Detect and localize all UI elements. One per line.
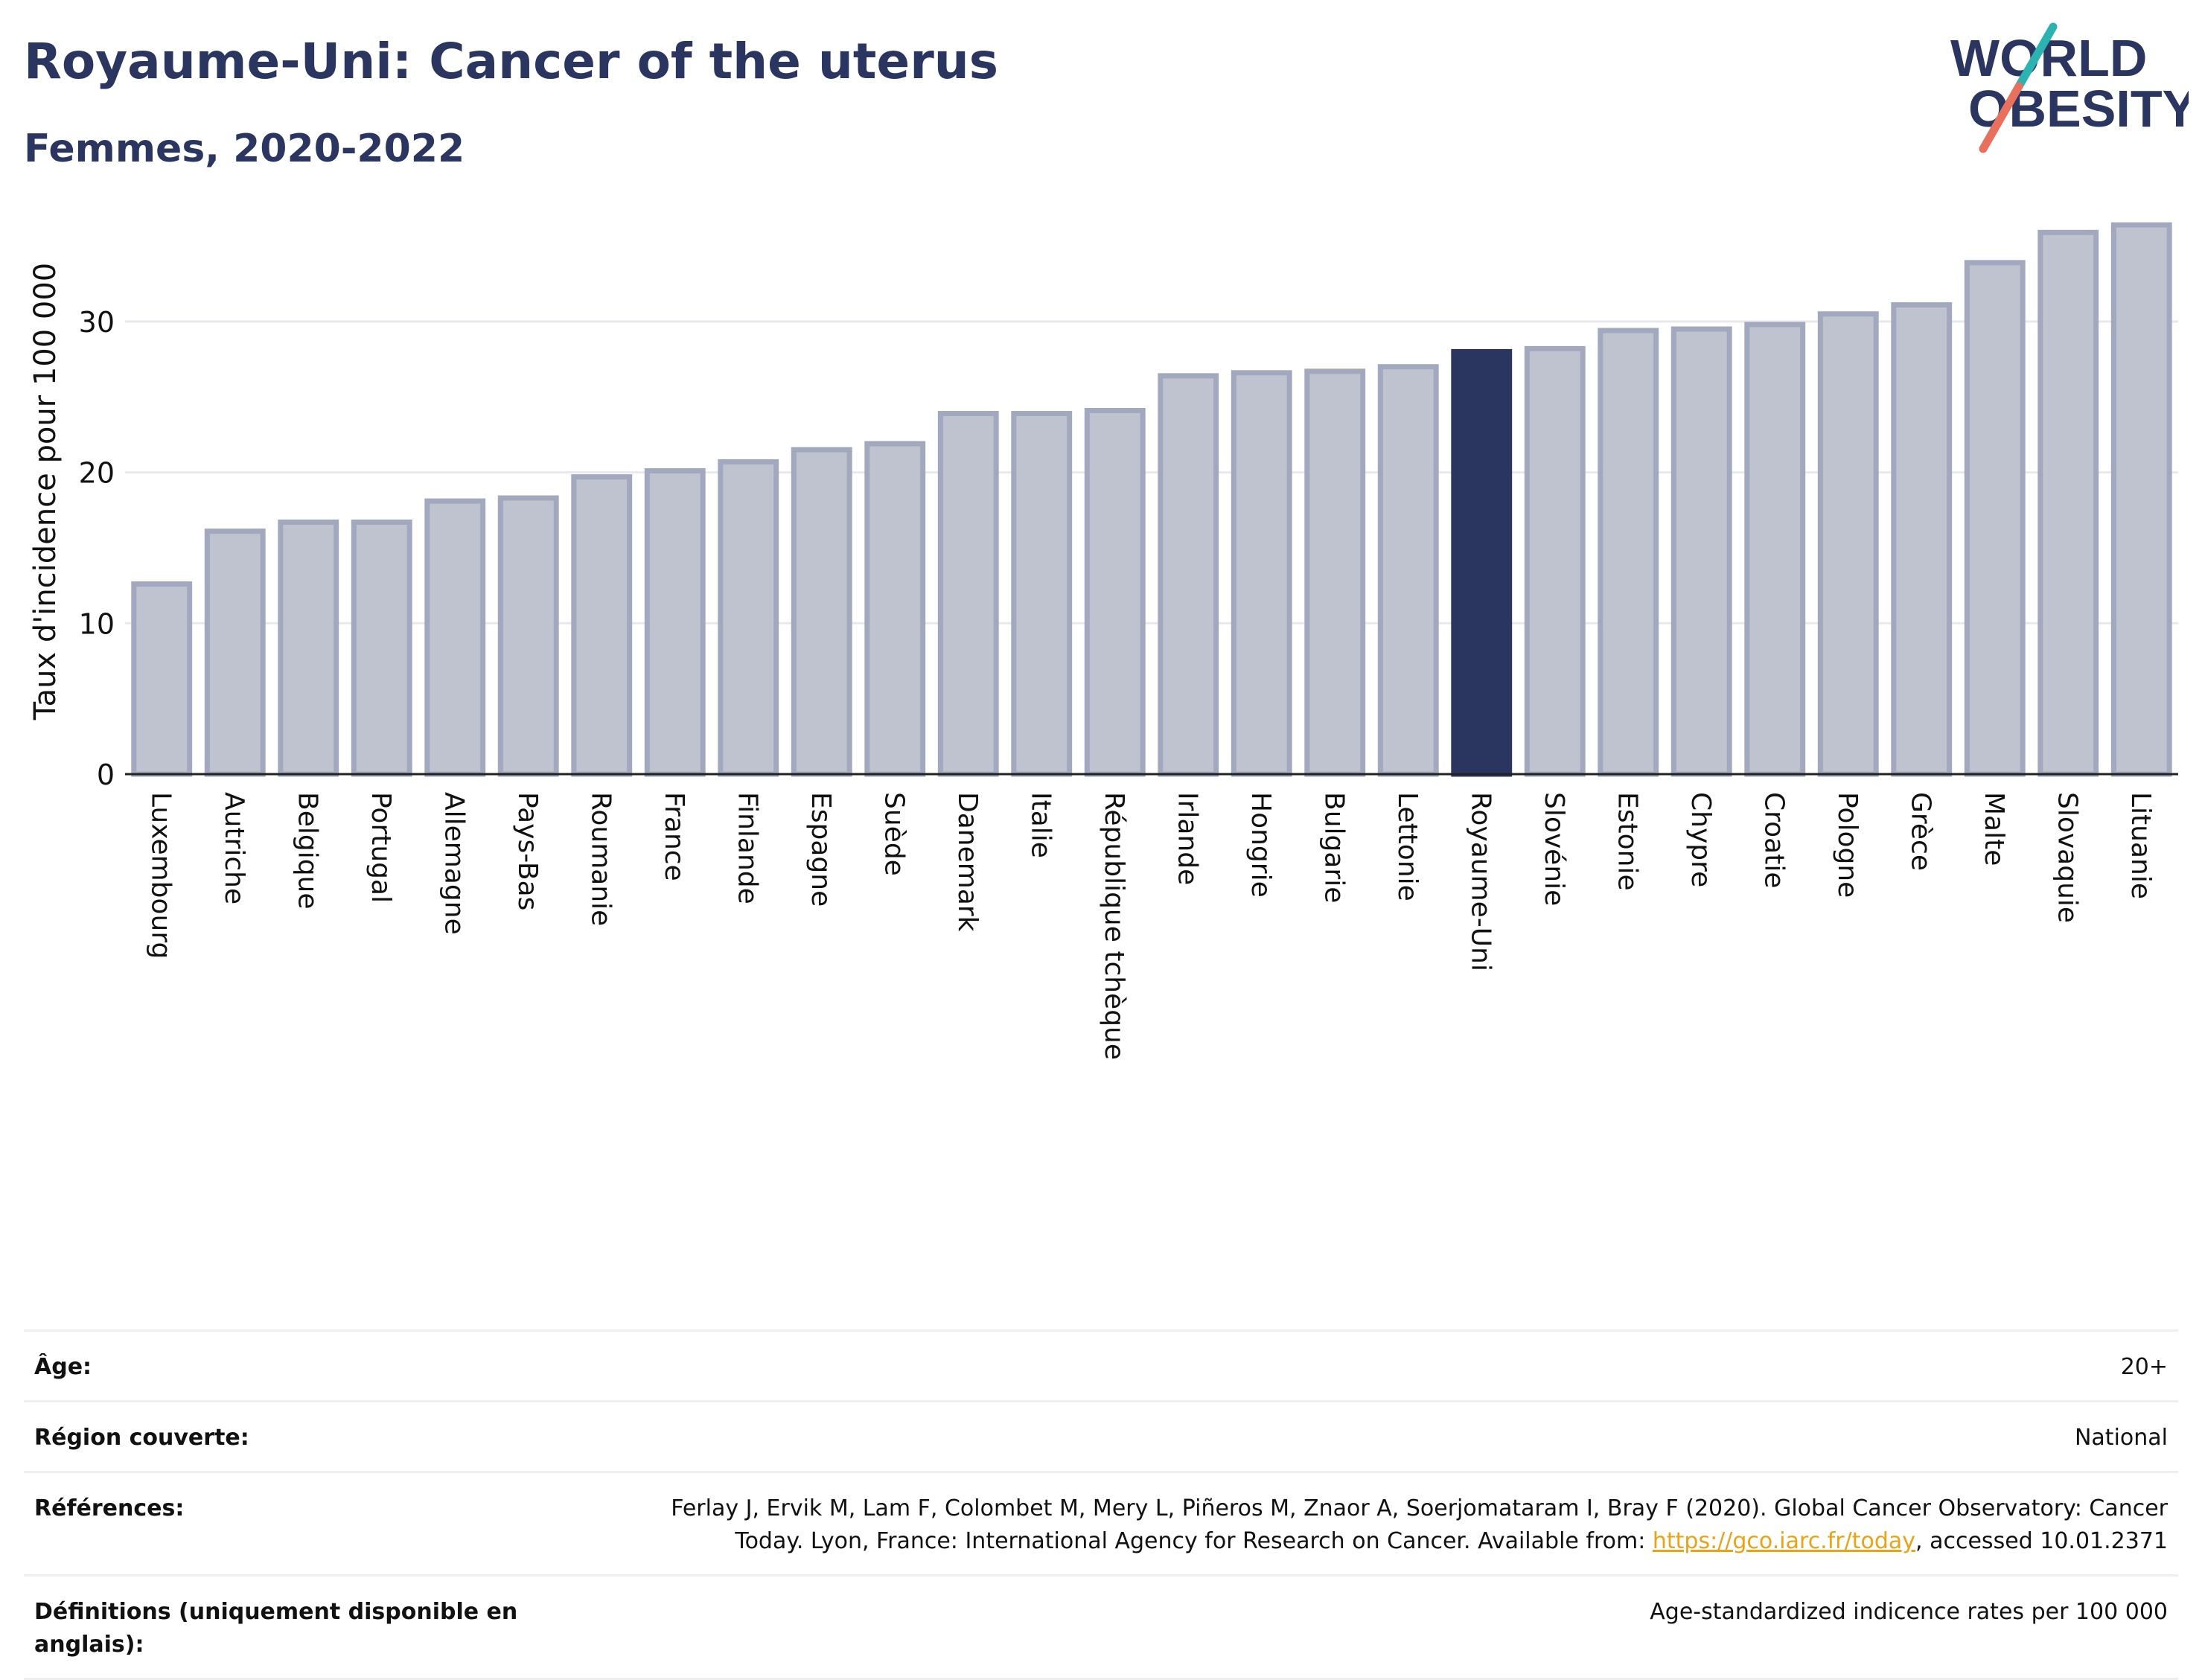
x-tick-label: Chypre	[1685, 792, 1716, 887]
x-tick-label: Autriche	[219, 792, 249, 904]
x-tick-label: Grèce	[1905, 792, 1935, 871]
x-tick-label: Lituanie	[2125, 792, 2156, 899]
bar-slov-nie[interactable]	[1524, 345, 1586, 777]
metadata-value: National	[2074, 1425, 2168, 1451]
bar-croatie[interactable]	[1744, 322, 1806, 777]
bar-portugal[interactable]	[351, 519, 412, 777]
x-tick-label: France	[659, 792, 689, 881]
x-tick-label: Malte	[1979, 792, 2009, 866]
bar-danemark[interactable]	[937, 411, 999, 777]
bar-r-publique-tch-que[interactable]	[1084, 407, 1146, 777]
reference-text: Ferlay J, Ervik M, Lam F, Colombet M, Me…	[671, 1495, 2168, 1554]
bar-royaume-uni[interactable]	[1451, 348, 1513, 777]
x-tick-label: Irlande	[1172, 792, 1202, 885]
x-tick-label: République tchèque	[1099, 792, 1129, 1060]
bar-finlande[interactable]	[718, 459, 779, 777]
bar-pays-bas[interactable]	[497, 495, 559, 777]
logo-slash-coral	[1979, 82, 2023, 153]
y-tick-label: 30	[79, 306, 115, 339]
x-tick-label: Slovénie	[1539, 792, 1569, 906]
x-tick-label: Belgique	[292, 792, 322, 910]
metadata-row: Définitions (uniquement disponible en an…	[24, 1574, 2178, 1680]
metadata-label: Région couverte:	[34, 1425, 249, 1451]
bar-chypre[interactable]	[1670, 326, 1732, 777]
x-tick-label: Hongrie	[1245, 792, 1276, 898]
bar-lituanie[interactable]	[2110, 222, 2172, 777]
x-tick-label: Finlande	[732, 792, 762, 904]
metadata-value: 20+	[2120, 1354, 2168, 1380]
metadata-row: Âge: 20+	[24, 1329, 2178, 1400]
metadata-label: Références:	[34, 1495, 185, 1521]
x-tick-label: Bulgarie	[1318, 792, 1349, 903]
bar-estonie[interactable]	[1598, 328, 1659, 777]
bar-hongrie[interactable]	[1231, 370, 1292, 777]
x-tick-label: Roumanie	[585, 792, 616, 926]
metadata-row: Région couverte: National	[24, 1400, 2178, 1471]
x-tick-label: Lettonie	[1392, 792, 1423, 901]
reference-link[interactable]: https://gco.iarc.fr/today	[1652, 1528, 1916, 1554]
metadata-row: Références: Ferlay J, Ervik M, Lam F, Col…	[24, 1471, 2178, 1574]
bar-bulgarie[interactable]	[1304, 368, 1366, 777]
axis-layer: 0 10 20 30 Luxembourg Autriche Belgique Portuga…	[79, 306, 2178, 1060]
x-tick-label: Estonie	[1612, 792, 1642, 891]
y-tick-label: 20	[79, 457, 115, 490]
x-tick-label: Luxembourg	[145, 792, 176, 959]
x-tick-label: Italie	[1025, 792, 1056, 858]
bar-pologne[interactable]	[1817, 311, 1879, 777]
x-tick-label: Danemark	[952, 792, 983, 932]
bar-slovaquie[interactable]	[2037, 229, 2099, 777]
bar-malte[interactable]	[1964, 260, 2026, 777]
bar-france[interactable]	[644, 468, 706, 777]
x-tick-label: Royaume-Uni	[1465, 792, 1496, 971]
reference-accessed: , accessed 10.01.2371	[1915, 1528, 2168, 1554]
chart-subtitle: Femmes, 2020-2022	[24, 127, 465, 171]
chart-title: Royaume-Uni: Cancer of the uterus	[24, 33, 999, 90]
bar-luxembourg[interactable]	[131, 581, 193, 777]
bar-irlande[interactable]	[1158, 373, 1219, 777]
x-tick-label: Suède	[878, 792, 909, 876]
x-tick-label: Croatie	[1758, 792, 1789, 889]
x-tick-label: Portugal	[366, 792, 396, 903]
metadata-table: Âge: 20+ Région couverte: National Référence…	[24, 1329, 2178, 1680]
logo-slash-teal	[2014, 22, 2058, 91]
bar-allemagne[interactable]	[424, 498, 486, 777]
bar-espagne[interactable]	[791, 447, 852, 777]
y-axis-label: Taux d'incidence pour 100 000	[28, 263, 63, 721]
metadata-label: Définitions (uniquement disponible en an…	[34, 1599, 518, 1658]
x-tick-label: Espagne	[805, 792, 836, 907]
metadata-value: Age-standardized indicence rates per 100…	[1650, 1599, 2168, 1625]
x-tick-label: Pays-Bas	[512, 792, 543, 910]
x-tick-label: Pologne	[1832, 792, 1863, 898]
bar-gr-ce[interactable]	[1891, 302, 1953, 777]
bar-lettonie[interactable]	[1377, 364, 1439, 777]
x-tick-label: Allemagne	[438, 792, 469, 935]
x-tick-label: Slovaquie	[2052, 792, 2082, 923]
y-tick-label: 0	[97, 758, 115, 791]
bar-belgique[interactable]	[278, 519, 339, 777]
bar-italie[interactable]	[1011, 411, 1073, 777]
metadata-label: Âge:	[34, 1354, 92, 1380]
bar-roumanie[interactable]	[571, 474, 633, 777]
bar-chart: 0 10 20 30 Luxembourg Autriche Belgique Portuga…	[28, 222, 2178, 1060]
world-obesity-logo: WORLD OBESITY	[1950, 22, 2189, 153]
bar-layer	[131, 222, 2172, 777]
bar-autriche[interactable]	[204, 528, 266, 777]
bar-su-de[interactable]	[864, 441, 926, 777]
y-tick-label: 10	[79, 607, 115, 640]
metadata-value: Ferlay J, Ervik M, Lam F, Colombet M, Me…	[604, 1492, 2168, 1558]
